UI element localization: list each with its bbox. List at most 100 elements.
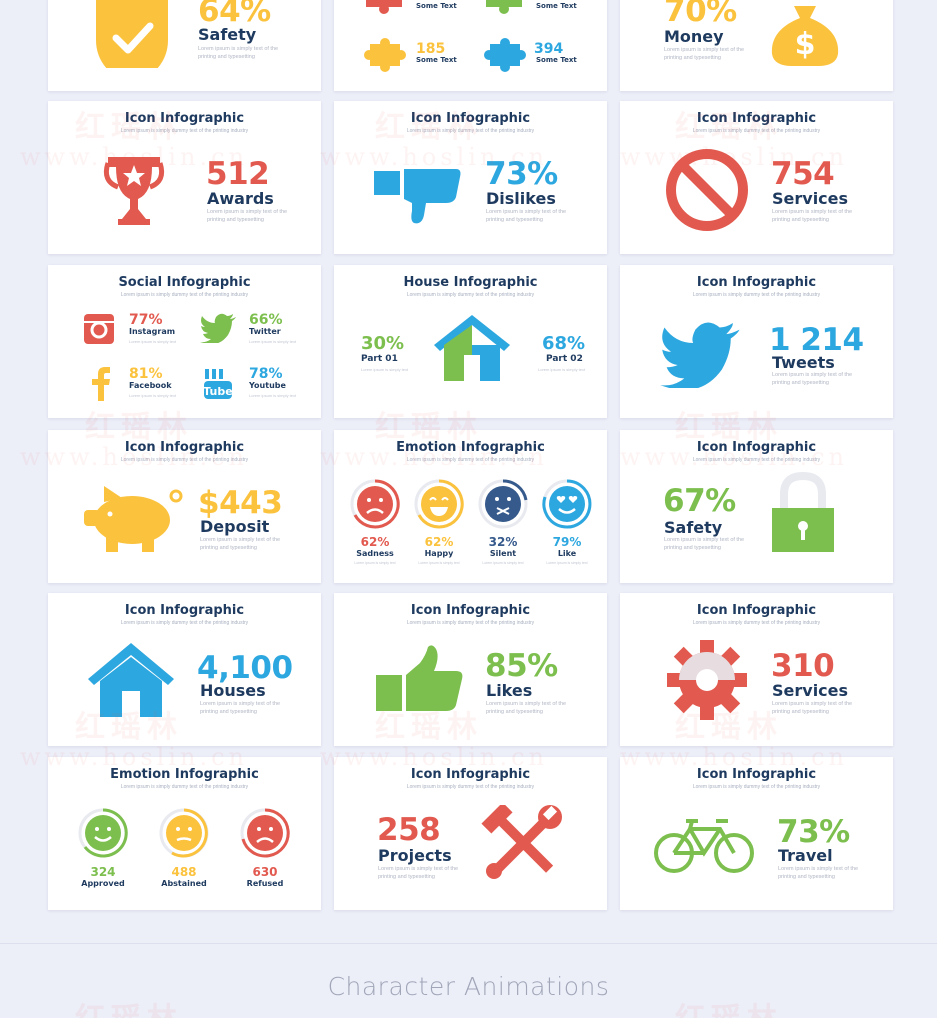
- thumbs-down-icon: [374, 169, 461, 224]
- section-title: Character Animations: [327, 972, 610, 1001]
- likes-label: Likes: [486, 681, 533, 700]
- services-gear-value: 310: [771, 648, 835, 684]
- card-title: Icon Infographic: [124, 111, 245, 126]
- houses-value: 4,100: [197, 650, 293, 686]
- safety-lock-value: 67%: [663, 483, 736, 519]
- card-title: Icon Infographic: [696, 440, 817, 455]
- part-01-value: 30%: [361, 333, 405, 354]
- card-title: Icon Infographic: [696, 111, 817, 126]
- card-houses: Icon Infographic Lorem ipsum is simply d…: [48, 593, 321, 746]
- card-services-gear: Icon Infographic Lorem ipsum is simply d…: [620, 593, 893, 746]
- prohibited-icon: [666, 149, 748, 231]
- padlock-icon: [772, 471, 834, 552]
- sadness-value: 62%: [360, 535, 390, 549]
- card-subtitle: Lorem ipsum is simply dummy text of the …: [406, 292, 535, 298]
- instagram-description: Lorem ipsum is simply text: [129, 339, 177, 344]
- puzzle-red-icon: [366, 0, 402, 14]
- card-projects: Icon Infographic Lorem ipsum is simply d…: [334, 757, 607, 910]
- silent-description: Lorem ipsum is simply text: [482, 561, 524, 565]
- puzzle-4-value: 394: [534, 41, 564, 57]
- safety-value: 64%: [198, 0, 271, 29]
- card-subtitle: Lorem ipsum is simply dummy text of the …: [120, 620, 249, 626]
- services-gear-description: Lorem ipsum is simply text of the printi…: [772, 701, 853, 716]
- frown-face-icon: [240, 808, 290, 858]
- approved-value: 324: [90, 865, 116, 879]
- card-title: Icon Infographic: [124, 603, 245, 618]
- card-puzzle-top: Some Text Some Text 185 Some Text 394 So…: [334, 0, 607, 91]
- refused-label: Refused: [246, 879, 284, 888]
- twitter-value: 66%: [249, 312, 283, 328]
- card-title: Social Infographic: [118, 275, 251, 290]
- puzzle-yellow-icon: [364, 38, 406, 72]
- heart-eyes-face-icon: [542, 479, 592, 529]
- happy-face-icon: [414, 479, 464, 529]
- svg-text:Tube: Tube: [203, 385, 232, 398]
- deposit-label: Deposit: [200, 517, 270, 536]
- trophy-icon: [103, 157, 165, 225]
- card-subtitle: Lorem ipsum is simply dummy text of the …: [120, 128, 249, 134]
- card-safety-lock: Icon Infographic Lorem ipsum is simply d…: [620, 430, 893, 583]
- silent-value: 32%: [488, 535, 518, 549]
- card-deposit: Icon Infographic Lorem ipsum is simply d…: [48, 430, 321, 583]
- facebook-description: Lorem ipsum is simply text: [129, 393, 177, 398]
- sad-face-icon: [350, 479, 400, 529]
- neutral-face-icon: [159, 808, 209, 858]
- piggy-bank-icon: [84, 484, 183, 552]
- likes-description: Lorem ipsum is simply text of the printi…: [486, 701, 567, 716]
- twitter-icon: [200, 313, 236, 343]
- houses-label: Houses: [200, 681, 266, 700]
- awards-value: 512: [206, 156, 270, 192]
- hammer-wrench-icon: [481, 805, 562, 879]
- card-likes: Icon Infographic Lorem ipsum is simply d…: [334, 593, 607, 746]
- gear-icon: [667, 640, 747, 720]
- tweets-description: Lorem ipsum is simply text of the printi…: [772, 372, 853, 387]
- tweets-value: 1 214: [769, 322, 864, 358]
- houses-description: Lorem ipsum is simply text of the printi…: [200, 701, 281, 716]
- card-subtitle: Lorem ipsum is simply dummy text of the …: [406, 457, 535, 463]
- card-title: Icon Infographic: [696, 767, 817, 782]
- awards-label: Awards: [207, 189, 274, 208]
- puzzle-blue-icon: [484, 38, 526, 72]
- card-tweets: Icon Infographic Lorem ipsum is simply d…: [620, 265, 893, 418]
- youtube-icon: Tube: [203, 369, 233, 399]
- card-money-top: 70% Money Lorem ipsum is simply text of …: [620, 0, 893, 91]
- house-icon: [88, 643, 174, 717]
- part-02-description: Lorem ipsum is simply text: [538, 367, 586, 372]
- twitter-bird-icon: [660, 322, 740, 388]
- card-subtitle: Lorem ipsum is simply dummy text of the …: [406, 784, 535, 790]
- instagram-icon: [84, 314, 114, 344]
- card-subtitle: Lorem ipsum is simply dummy text of the …: [406, 128, 535, 134]
- approved-label: Approved: [81, 879, 125, 888]
- card-emotion-4: Emotion Infographic Lorem ipsum is simpl…: [334, 430, 607, 583]
- silent-label: Silent: [489, 549, 517, 558]
- puzzle-4-label: Some Text: [536, 56, 577, 64]
- card-subtitle: Lorem ipsum is simply dummy text of the …: [406, 620, 535, 626]
- money-description: Lorem ipsum is simply text of the printi…: [664, 47, 745, 62]
- card-subtitle: Lorem ipsum is simply dummy text of the …: [692, 292, 821, 298]
- projects-description: Lorem ipsum is simply text of the printi…: [378, 866, 459, 881]
- dislikes-label: Dislikes: [486, 189, 556, 208]
- puzzle-3-value: 185: [416, 41, 446, 57]
- card-travel: Icon Infographic Lorem ipsum is simply d…: [620, 757, 893, 910]
- part-02-value: 68%: [542, 333, 586, 354]
- shield-check-icon: [96, 0, 168, 68]
- silent-face-icon: [478, 479, 528, 529]
- card-subtitle: Lorem ipsum is simply dummy text of the …: [120, 784, 249, 790]
- card-title: Emotion Infographic: [396, 440, 545, 455]
- card-awards: Icon Infographic Lorem ipsum is simply d…: [48, 101, 321, 254]
- youtube-description: Lorem ipsum is simply text: [249, 393, 297, 398]
- puzzle-green-icon: [486, 0, 522, 14]
- money-label: Money: [664, 27, 724, 46]
- safety-lock-description: Lorem ipsum is simply text of the printi…: [664, 537, 745, 552]
- card-title: House Infographic: [403, 275, 538, 290]
- money-bag-icon: $: [771, 6, 839, 66]
- part-02-label: Part 02: [546, 354, 583, 364]
- facebook-icon: [92, 367, 110, 401]
- bicycle-icon: [654, 819, 754, 873]
- part-01-label: Part 01: [361, 354, 398, 364]
- card-subtitle: Lorem ipsum is simply dummy text of the …: [120, 457, 249, 463]
- services-gear-label: Services: [772, 681, 849, 700]
- part-01-description: Lorem ipsum is simply text: [361, 367, 409, 372]
- safety-description: Lorem ipsum is simply text of the printi…: [198, 46, 279, 61]
- puzzle-3-label: Some Text: [416, 56, 457, 64]
